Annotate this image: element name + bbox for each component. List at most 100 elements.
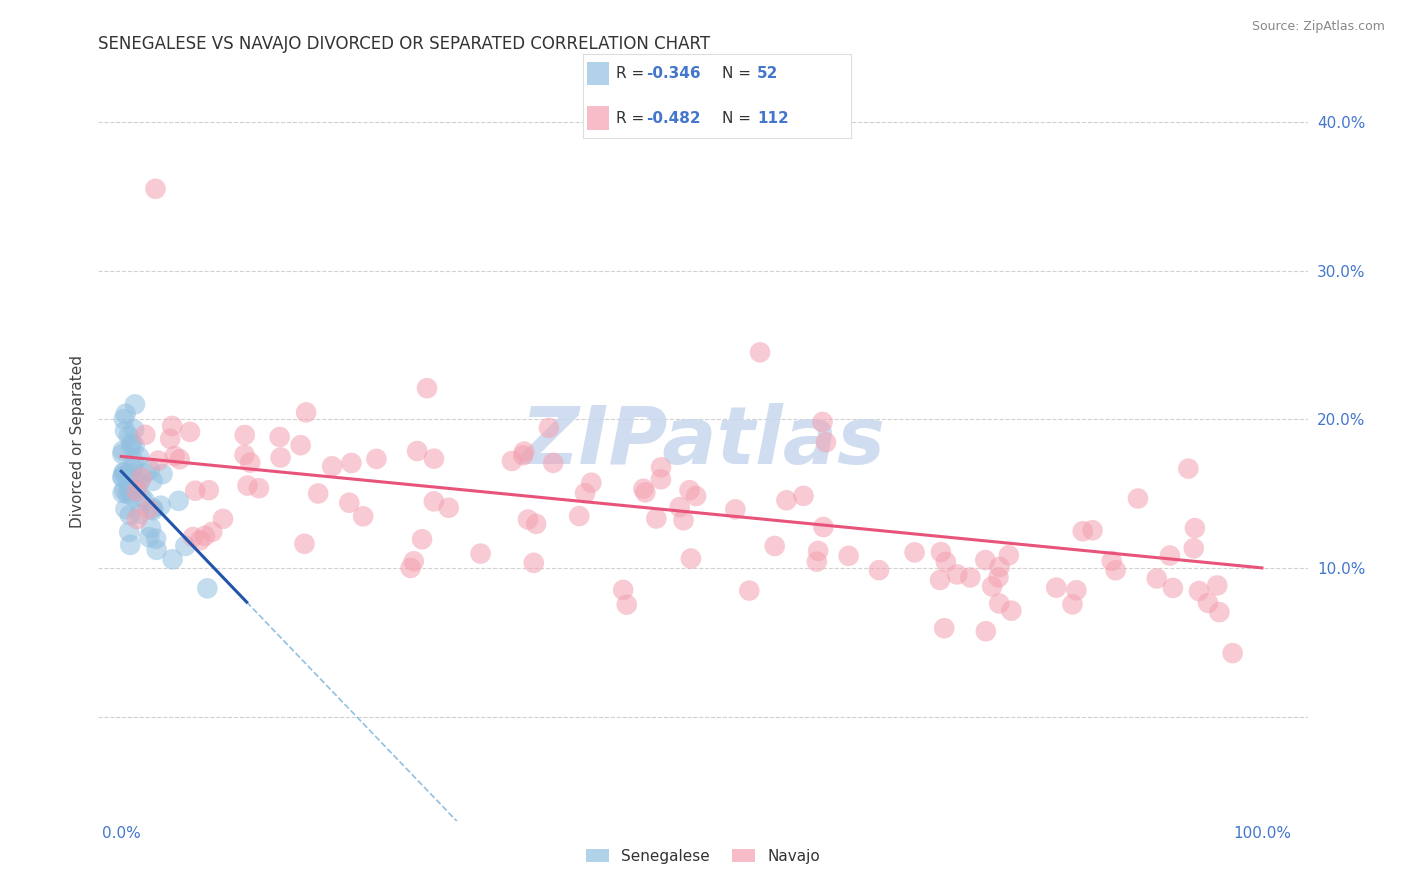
Point (201, 524, 224, 539)
Text: SENEGALESE VS NAVAJO DIVORCED OR SEPARATED CORRELATION CHART: SENEGALESE VS NAVAJO DIVORCED OR SEPARAT… (98, 35, 710, 53)
Point (198, 483, 221, 498)
Point (352, 509, 374, 524)
Point (337, 496, 360, 510)
Point (121, 488, 143, 502)
Point (416, 381, 439, 395)
Point (239, 456, 262, 470)
Point (134, 493, 156, 508)
Point (138, 530, 160, 544)
Point (142, 501, 165, 516)
Point (988, 597, 1011, 611)
Point (512, 448, 534, 462)
Point (749, 345, 772, 359)
Point (112, 466, 135, 480)
Point (112, 412, 135, 426)
Point (1066, 583, 1088, 598)
FancyBboxPatch shape (588, 106, 609, 130)
Point (974, 553, 997, 567)
Point (1159, 549, 1181, 563)
Point (117, 470, 139, 484)
Point (678, 483, 700, 498)
Point (122, 422, 145, 436)
Point (114, 502, 136, 516)
Point (537, 421, 560, 435)
Point (340, 456, 363, 470)
Point (402, 554, 425, 568)
Point (145, 542, 167, 557)
Point (118, 429, 141, 443)
Point (142, 503, 165, 517)
Point (838, 549, 860, 563)
Point (111, 443, 134, 458)
Point (125, 512, 148, 526)
Point (501, 454, 523, 468)
Point (269, 430, 291, 444)
Point (1062, 598, 1084, 612)
Point (111, 486, 134, 500)
Point (1045, 581, 1067, 595)
Point (128, 475, 150, 490)
Point (668, 500, 690, 515)
Text: -0.346: -0.346 (647, 66, 702, 81)
Point (513, 444, 536, 458)
Point (174, 539, 197, 553)
FancyBboxPatch shape (588, 62, 609, 86)
Point (1206, 578, 1229, 592)
Point (813, 520, 835, 534)
Point (929, 545, 952, 559)
Point (118, 483, 141, 497)
Point (149, 499, 172, 513)
Point (987, 570, 1010, 584)
Text: ZIPatlas: ZIPatlas (520, 402, 886, 481)
Point (162, 552, 184, 566)
Point (236, 478, 259, 492)
Point (290, 438, 312, 452)
Point (523, 556, 546, 570)
Point (1146, 571, 1168, 585)
Point (1126, 491, 1149, 506)
Point (118, 524, 141, 539)
Point (247, 481, 270, 495)
Text: Source: ZipAtlas.com: Source: ZipAtlas.com (1251, 20, 1385, 33)
Point (541, 456, 564, 470)
Point (112, 483, 135, 497)
Point (120, 439, 142, 453)
Point (775, 493, 797, 508)
Point (470, 547, 492, 561)
Point (612, 582, 634, 597)
Point (581, 475, 603, 490)
Point (406, 444, 429, 458)
Point (131, 491, 153, 505)
Point (120, 538, 142, 552)
Point (321, 459, 343, 474)
Point (114, 407, 136, 421)
Point (233, 428, 256, 442)
Point (807, 544, 830, 558)
Point (568, 509, 591, 524)
Point (138, 502, 160, 516)
Point (806, 555, 828, 569)
Point (524, 516, 547, 531)
Point (118, 508, 141, 522)
Point (121, 470, 143, 484)
Point (929, 573, 952, 587)
Point (998, 549, 1021, 563)
Point (121, 436, 143, 450)
Point (167, 494, 190, 508)
Point (128, 450, 150, 464)
Point (142, 474, 165, 488)
Point (159, 432, 181, 446)
Point (934, 621, 956, 635)
Point (179, 425, 201, 439)
Point (295, 405, 318, 419)
Point (122, 474, 145, 488)
Point (1184, 521, 1206, 535)
Point (128, 507, 150, 521)
Point (1208, 605, 1230, 619)
Point (763, 539, 786, 553)
Point (672, 513, 695, 527)
Point (366, 451, 388, 466)
Point (1182, 541, 1205, 556)
Point (139, 463, 162, 477)
Point (1177, 461, 1199, 475)
